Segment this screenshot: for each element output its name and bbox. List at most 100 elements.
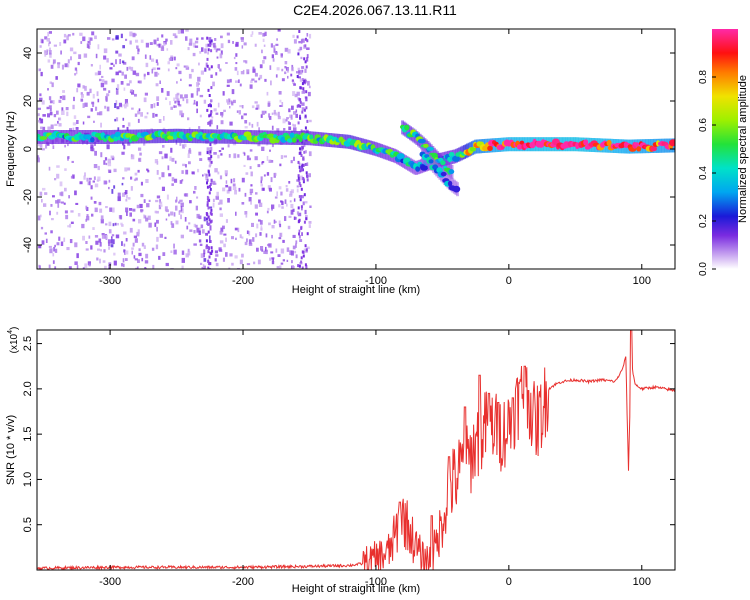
noise-speckle — [266, 172, 270, 176]
noise-speckle — [267, 207, 270, 211]
noise-band-speckle — [303, 80, 306, 83]
noise-speckle — [196, 108, 198, 114]
noise-band-speckle — [299, 184, 302, 188]
noise-speckle — [145, 62, 149, 68]
noise-speckle — [168, 173, 172, 177]
noise-band-speckle — [209, 187, 212, 191]
noise-speckle — [125, 198, 128, 202]
snr-multiplier-base: (x10 — [9, 333, 20, 353]
noise-speckle — [282, 118, 286, 124]
noise-band-speckle — [300, 205, 303, 209]
noise-speckle — [280, 248, 285, 254]
noise-speckle — [287, 225, 291, 230]
noise-speckle — [196, 227, 199, 233]
noise-band-speckle — [302, 180, 305, 184]
ridge-branch-1 — [400, 120, 455, 179]
noise-speckle — [176, 92, 180, 96]
noise-speckle — [159, 80, 161, 84]
noise-speckle — [197, 82, 200, 85]
noise-speckle — [220, 35, 223, 39]
noise-speckle — [181, 112, 185, 115]
noise-speckle — [241, 45, 244, 49]
noise-speckle — [301, 107, 305, 111]
noise-speckle — [177, 30, 181, 34]
noise-speckle — [91, 213, 94, 217]
noise-band-speckle — [304, 44, 307, 48]
snr-frame — [36, 329, 676, 571]
colorbar-tick-label: 0.2 — [698, 214, 709, 228]
ridge-cell — [452, 155, 460, 162]
noise-speckle — [181, 170, 184, 174]
ridge-cell — [440, 171, 447, 177]
noise-speckle — [136, 204, 140, 209]
noise-speckle — [132, 208, 136, 212]
noise-speckle — [188, 42, 193, 46]
noise-speckle — [268, 243, 272, 248]
noise-speckle — [131, 250, 133, 255]
noise-speckle — [175, 67, 178, 70]
noise-speckle — [170, 147, 173, 153]
noise-speckle — [69, 239, 73, 244]
noise-band-speckle — [209, 211, 212, 215]
noise-speckle — [158, 43, 161, 48]
noise-speckle — [308, 33, 312, 39]
noise-speckle — [237, 227, 240, 233]
noise-speckle — [233, 56, 236, 60]
noise-speckle — [152, 112, 155, 118]
noise-speckle — [49, 81, 52, 84]
noise-speckle — [37, 215, 41, 221]
noise-speckle — [281, 201, 284, 206]
noise-speckle — [196, 213, 200, 219]
ridge-halo — [91, 130, 95, 144]
noise-speckle — [90, 245, 93, 250]
noise-band-speckle — [303, 150, 306, 154]
noise-speckle — [74, 73, 77, 76]
noise-speckle — [174, 35, 178, 39]
ridge-halo — [421, 136, 425, 151]
noise-speckle — [143, 245, 146, 249]
noise-speckle — [72, 122, 77, 126]
noise-speckle — [123, 104, 125, 107]
noise-speckle — [229, 121, 233, 126]
noise-speckle — [87, 181, 90, 186]
noise-speckle — [205, 232, 208, 236]
noise-speckle — [108, 90, 111, 93]
noise-speckle — [235, 53, 238, 57]
noise-speckle — [151, 68, 154, 74]
noise-speckle — [191, 68, 194, 73]
noise-speckle — [68, 266, 72, 269]
noise-speckle — [144, 260, 149, 264]
noise-speckle — [234, 255, 238, 259]
noise-speckle — [301, 102, 305, 106]
noise-speckle — [172, 33, 177, 36]
noise-speckle — [46, 49, 49, 52]
noise-speckle — [273, 109, 276, 115]
noise-speckle — [72, 127, 75, 132]
noise-speckle — [249, 166, 252, 170]
noise-speckle — [67, 64, 70, 68]
noise-speckle — [39, 97, 43, 102]
noise-speckle — [294, 93, 298, 98]
ridge-cell — [669, 139, 675, 147]
noise-speckle — [187, 248, 190, 253]
noise-speckle — [151, 247, 155, 251]
noise-speckle — [117, 196, 121, 202]
noise-speckle — [237, 154, 240, 158]
noise-speckle — [101, 75, 104, 78]
noise-speckle — [222, 225, 225, 230]
noise-speckle — [290, 114, 293, 120]
noise-speckle — [196, 82, 199, 87]
noise-speckle — [47, 88, 49, 91]
noise-speckle — [129, 208, 133, 211]
noise-speckle — [89, 37, 93, 41]
snr-panel: -300 -200 -100 0 100 0.5 1.0 1.5 2.0 2.5 Height … — [5, 327, 676, 595]
noise-speckle — [309, 205, 312, 208]
noise-speckle — [188, 73, 192, 79]
noise-speckle — [100, 249, 102, 252]
noise-band-speckle — [208, 185, 211, 188]
noise-speckle — [135, 72, 140, 77]
noise-speckle — [100, 82, 105, 88]
noise-speckle — [181, 208, 184, 214]
noise-speckle — [194, 40, 199, 44]
noise-speckle — [48, 41, 51, 44]
